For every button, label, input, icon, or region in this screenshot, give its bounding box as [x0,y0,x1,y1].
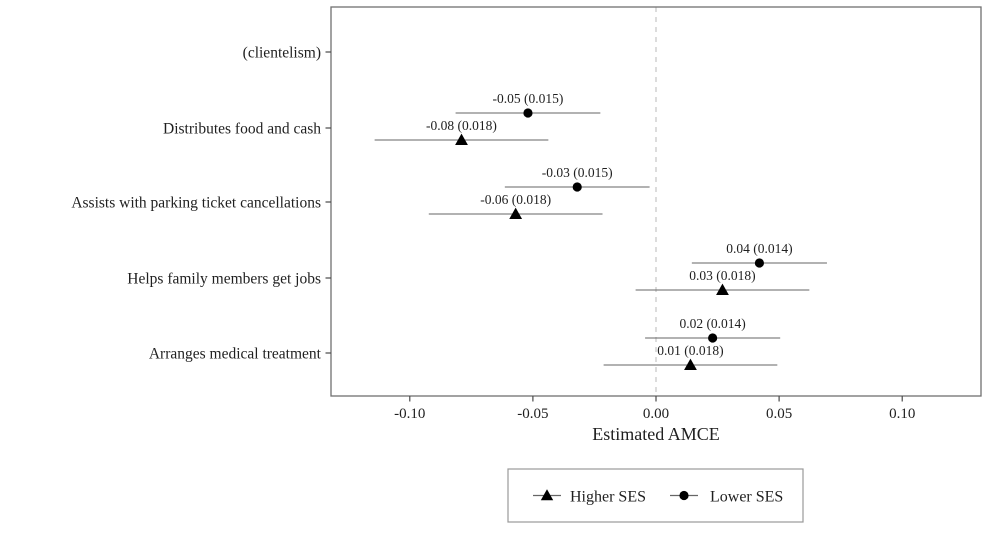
point-value-label: 0.01 (0.018) [657,343,723,358]
legend-circle-icon [679,490,689,501]
point-marker-triangle [455,133,468,145]
point-value-label: -0.05 (0.015) [493,91,564,106]
y-category-label: Assists with parking ticket cancellation… [71,195,321,212]
x-axis-title: Estimated AMCE [592,424,720,444]
legend-lower-ses-label: Lower SES [710,489,783,506]
point-value-label: -0.03 (0.015) [542,165,613,180]
legend-entry-lower-ses: Lower SES [670,489,783,506]
point-value-label: 0.04 (0.014) [726,241,792,256]
x-tick-label: -0.10 [394,406,425,422]
legend: Higher SES Lower SES [507,468,804,523]
point-marker-circle [754,258,765,268]
point-marker-circle [523,108,533,118]
legend-entry-higher-ses: Higher SES [533,489,646,506]
y-category-label: Distributes food and cash [163,121,321,138]
x-tick-label: 0.05 [766,406,792,422]
point-value-label: 0.02 (0.014) [679,316,745,331]
legend-higher-ses-label: Higher SES [570,489,646,506]
x-tick-label: -0.05 [517,406,548,422]
point-marker-circle [572,182,582,192]
point-marker-circle [708,333,718,343]
point-marker-triangle [684,358,697,370]
plot-layer: -0.05 (0.015) -0.03 (0.015) 0.04 (0.014) 0.… [71,6,982,422]
x-tick-label: 0.00 [643,406,669,422]
point-value-label: -0.08 (0.018) [426,118,497,133]
point-value-label: -0.06 (0.018) [480,192,551,207]
y-category-label: Helps family members get jobs [127,271,321,288]
point-marker-triangle [716,283,729,295]
x-tick-label: 0.10 [889,406,915,422]
point-value-label: 0.03 (0.018) [689,268,755,283]
y-category-label: Arranges medical treatment [149,346,322,363]
legend-triangle-icon [540,489,554,501]
y-category-label: (clientelism) [243,45,321,62]
point-marker-triangle [509,207,523,219]
